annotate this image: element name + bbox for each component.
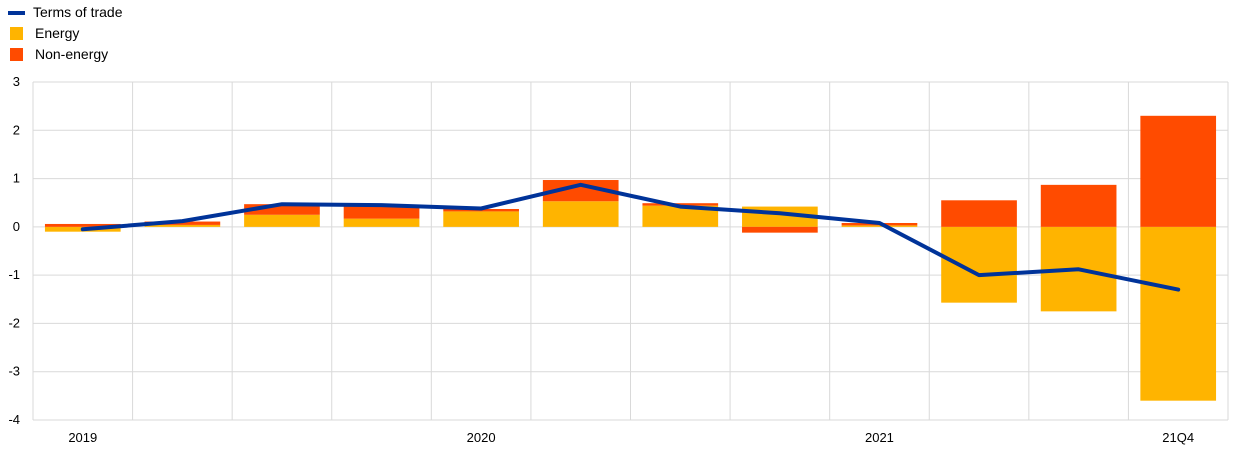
x-axis: 2019 2020 2021 21Q4 — [68, 430, 1194, 445]
y-tick-label: 2 — [13, 122, 20, 137]
legend-item-terms-of-trade: Terms of trade — [8, 2, 122, 23]
y-axis: 3 2 1 0 -1 -2 -3 -4 — [8, 74, 20, 427]
grid — [32, 81, 1229, 421]
y-tick-label: -1 — [8, 267, 20, 282]
x-tick-label: 2020 — [467, 430, 496, 445]
bar-non-energy — [742, 226, 818, 233]
bar-energy — [144, 224, 221, 227]
legend-label-terms-of-trade: Terms of trade — [33, 4, 123, 20]
bar-energy — [443, 211, 519, 227]
bar-non-energy — [1140, 115, 1217, 227]
bar-non-energy — [44, 223, 121, 227]
bar-energy — [642, 205, 719, 227]
legend: Terms of trade Energy Non-energy — [8, 2, 122, 65]
y-tick-label: -2 — [8, 315, 20, 330]
y-tick-label: 0 — [13, 219, 20, 234]
x-tick-label: 2021 — [865, 430, 894, 445]
bar-non-energy — [144, 221, 221, 225]
legend-label-energy: Energy — [35, 25, 80, 41]
bar-non-energy — [343, 206, 420, 219]
legend-swatch-energy — [10, 27, 23, 40]
bar-energy — [542, 201, 619, 227]
bar-energy — [244, 214, 320, 227]
bar-energy — [1140, 226, 1217, 401]
bar-non-energy — [542, 180, 619, 202]
legend-item-energy: Energy — [8, 23, 122, 44]
bar-non-energy — [642, 203, 719, 206]
bar-energy — [941, 226, 1017, 303]
bar-energy — [343, 218, 420, 227]
terms-of-trade-line-group — [80, 182, 1181, 292]
bar-non-energy — [244, 204, 320, 215]
x-tick-label: 2019 — [68, 430, 97, 445]
legend-swatch-non-energy — [10, 48, 23, 61]
legend-item-non-energy: Non-energy — [8, 44, 122, 65]
bar-energy — [841, 225, 918, 227]
y-tick-label: 1 — [13, 171, 20, 186]
y-tick-label: 3 — [13, 74, 20, 89]
bar-non-energy — [941, 200, 1017, 227]
y-tick-label: -4 — [8, 412, 20, 427]
y-tick-label: -3 — [8, 364, 20, 379]
bars — [44, 115, 1217, 401]
bar-non-energy — [1040, 184, 1117, 227]
legend-label-non-energy: Non-energy — [35, 46, 109, 62]
terms-of-trade-line — [80, 182, 1181, 292]
x-tick-label: 21Q4 — [1162, 430, 1194, 445]
legend-swatch-terms-of-trade — [8, 10, 25, 15]
